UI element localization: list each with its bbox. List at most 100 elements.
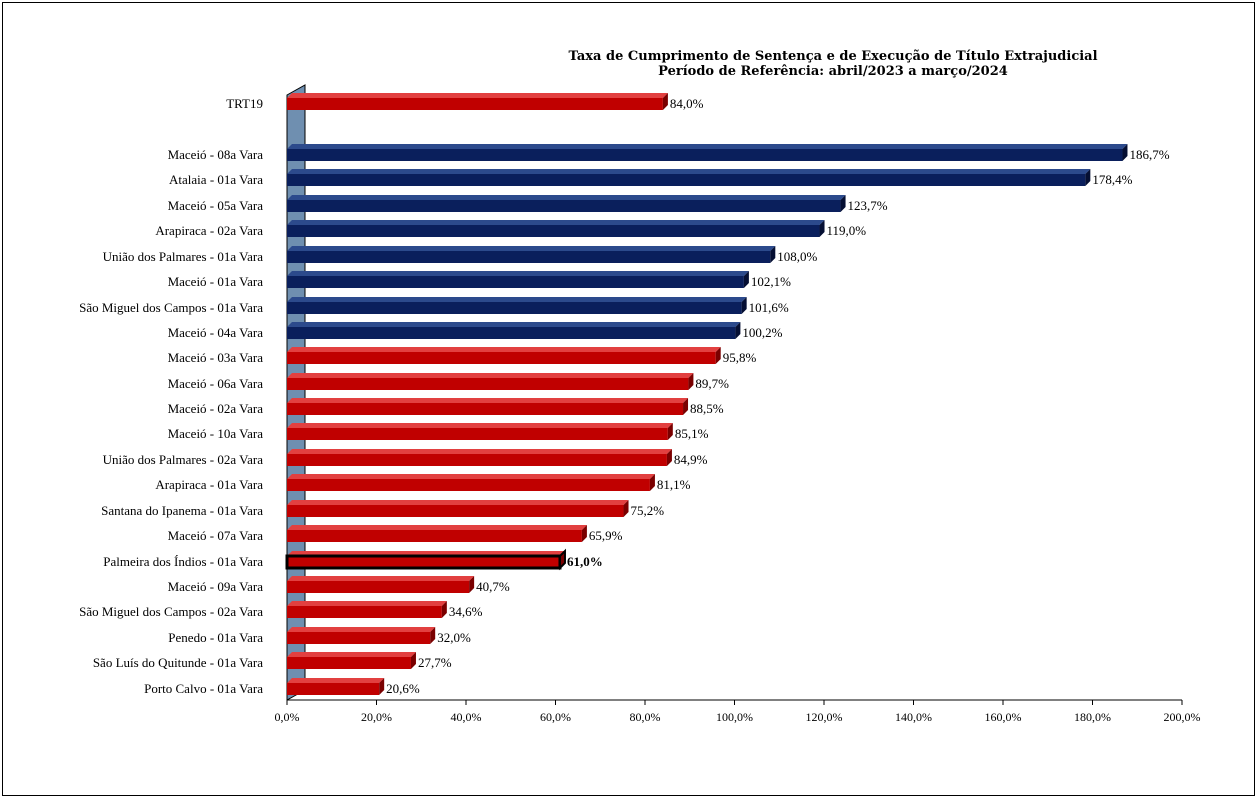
value-label: 108,0% bbox=[777, 249, 817, 264]
bar-top-face bbox=[287, 322, 741, 327]
bar-top-face bbox=[287, 297, 747, 302]
bar-top-face bbox=[287, 169, 1091, 174]
bar-front-face bbox=[285, 554, 562, 570]
category-label: São Miguel dos Campos - 01a Vara bbox=[79, 300, 263, 315]
bar: Maceió - 01a Vara 102,1% bbox=[168, 271, 791, 289]
bar-side-face bbox=[379, 678, 385, 695]
value-label: 101,6% bbox=[749, 300, 789, 315]
bar: Atalaia - 01a Vara 178,4% bbox=[169, 169, 1133, 187]
bar-front-face bbox=[287, 454, 667, 466]
value-label: 178,4% bbox=[1092, 172, 1132, 187]
chart-subtitle: Período de Referência: abril/2023 a març… bbox=[658, 64, 1008, 79]
bar-top-face bbox=[287, 576, 475, 581]
value-label: 84,9% bbox=[674, 452, 708, 467]
bar-side-face bbox=[469, 576, 475, 593]
bar: TRT19 84,0% bbox=[226, 93, 704, 111]
bar-side-face bbox=[649, 474, 655, 491]
category-label: Penedo - 01a Vara bbox=[168, 630, 263, 645]
category-label: Maceió - 09a Vara bbox=[168, 579, 264, 594]
bar: Maceió - 05a Vara 123,7% bbox=[168, 195, 888, 213]
bar: São Miguel dos Campos - 01a Vara 101,6% bbox=[79, 297, 789, 315]
category-label: Porto Calvo - 01a Vara bbox=[144, 681, 263, 696]
bar-top-face bbox=[287, 423, 673, 428]
category-label: União dos Palmares - 01a Vara bbox=[103, 249, 264, 264]
category-label: Atalaia - 01a Vara bbox=[169, 172, 263, 187]
bar-front-face bbox=[287, 378, 689, 390]
category-label: Maceió - 02a Vara bbox=[168, 401, 264, 416]
bar-top-face bbox=[287, 220, 825, 225]
bar: Maceió - 08a Vara 186,7% bbox=[168, 144, 1170, 162]
x-tick-label: 100,0% bbox=[716, 710, 753, 724]
bar-front-face bbox=[287, 352, 716, 364]
bar-top-face bbox=[287, 195, 846, 200]
bar-front-face bbox=[287, 530, 582, 542]
bar-top-face bbox=[287, 627, 436, 632]
bar: Maceió - 02a Vara 88,5% bbox=[168, 398, 724, 416]
bar: Arapiraca - 01a Vara 81,1% bbox=[155, 474, 691, 492]
bar-top-face bbox=[287, 601, 447, 606]
bar-side-face bbox=[623, 500, 629, 517]
x-tick-label: 120,0% bbox=[806, 710, 843, 724]
category-label: Santana do Ipanema - 01a Vara bbox=[101, 503, 263, 518]
category-label: Maceió - 03a Vara bbox=[168, 350, 264, 365]
category-label: Maceió - 01a Vara bbox=[168, 274, 264, 289]
value-label: 119,0% bbox=[827, 223, 867, 238]
bar-top-face bbox=[287, 246, 776, 251]
value-label: 61,0% bbox=[567, 554, 603, 569]
bar-side-face bbox=[743, 271, 749, 288]
bar-front-face bbox=[287, 403, 684, 415]
bar: Porto Calvo - 01a Vara 20,6% bbox=[144, 678, 420, 696]
category-label: Maceió - 05a Vara bbox=[168, 198, 264, 213]
bar-side-face bbox=[558, 548, 566, 571]
bar-side-face bbox=[1085, 169, 1091, 186]
category-label: Maceió - 06a Vara bbox=[168, 376, 264, 391]
bar: Palmeira dos Índios - 01a Vara 61,0% bbox=[103, 548, 603, 571]
bar-top-face bbox=[287, 525, 587, 530]
value-label: 75,2% bbox=[631, 503, 665, 518]
x-tick-label: 80,0% bbox=[630, 710, 661, 724]
value-label: 20,6% bbox=[386, 681, 420, 696]
value-label: 40,7% bbox=[476, 579, 510, 594]
value-label: 32,0% bbox=[437, 630, 471, 645]
x-tick-label: 60,0% bbox=[540, 710, 571, 724]
bar-side-face bbox=[581, 525, 587, 542]
bar-front-face bbox=[287, 657, 411, 669]
value-label: 65,9% bbox=[589, 528, 623, 543]
category-label: Maceió - 04a Vara bbox=[168, 325, 264, 340]
bar-side-face bbox=[715, 347, 721, 364]
x-axis-ticks: 0,0% 20,0% 40,0% 60,0% 80,0% 100,0% 120,0% 140,… bbox=[275, 700, 1201, 724]
bar-front-face bbox=[287, 632, 431, 644]
value-label: 81,1% bbox=[657, 477, 691, 492]
bar: São Luís do Quitunde - 01a Vara 27,7% bbox=[93, 652, 452, 670]
bar-top-face bbox=[287, 347, 721, 352]
x-tick-label: 140,0% bbox=[895, 710, 932, 724]
category-label: São Luís do Quitunde - 01a Vara bbox=[93, 655, 263, 670]
value-label: 34,6% bbox=[449, 604, 483, 619]
x-tick-label: 0,0% bbox=[275, 710, 300, 724]
bar-series: TRT19 84,0% Maceió - 08a Vara 186,7% Atalaia… bbox=[79, 93, 1170, 696]
bar-top-face bbox=[287, 474, 655, 479]
bar-side-face bbox=[840, 195, 846, 212]
bar-front-face bbox=[287, 98, 663, 110]
bar-front-face bbox=[287, 505, 624, 517]
bar-front-face bbox=[287, 683, 380, 695]
bar-top-face bbox=[287, 373, 694, 378]
bar: União dos Palmares - 01a Vara 108,0% bbox=[103, 246, 818, 264]
value-label: 88,5% bbox=[690, 401, 724, 416]
category-label: Arapiraca - 01a Vara bbox=[155, 477, 263, 492]
category-label: São Miguel dos Campos - 02a Vara bbox=[79, 604, 263, 619]
bar-front-face bbox=[287, 174, 1086, 186]
bar-top-face bbox=[287, 449, 672, 454]
bar-side-face bbox=[688, 373, 694, 390]
bar-front-face bbox=[287, 251, 771, 263]
bar: Maceió - 04a Vara 100,2% bbox=[168, 322, 783, 340]
bar: Penedo - 01a Vara 32,0% bbox=[168, 627, 471, 645]
value-label: 123,7% bbox=[848, 198, 888, 213]
bar-front-face bbox=[287, 327, 736, 339]
chart-title: Taxa de Cumprimento de Sentença e de Exe… bbox=[568, 49, 1097, 64]
bar: São Miguel dos Campos - 02a Vara 34,6% bbox=[79, 601, 483, 619]
bar: Maceió - 03a Vara 95,8% bbox=[168, 347, 756, 365]
value-label: 186,7% bbox=[1129, 147, 1169, 162]
bar-side-face bbox=[666, 449, 672, 466]
